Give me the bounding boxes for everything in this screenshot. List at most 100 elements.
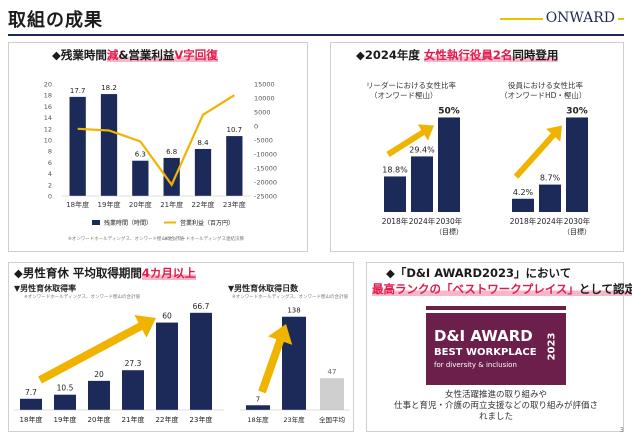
ratio-bar-label: 29.4%: [409, 145, 435, 154]
panel3-title-prefix: ◆男性育休 平均取得期間: [14, 266, 142, 280]
left-axis-tick: 20: [44, 81, 52, 89]
panel1-footnote-left: ※オンワードホールディングス、オンワード樫山の合計値: [68, 237, 184, 242]
panel1-title: ◆残業時間減&営業利益V字回復: [52, 47, 218, 63]
ratio-bar-label: 18.8%: [382, 165, 408, 174]
right-axis-tick: 0: [254, 123, 258, 131]
paternity-days-bar: [246, 405, 270, 410]
award-badge: D&I AWARD BEST WORKPLACE for diversity &…: [426, 313, 566, 385]
paternity-rate-bar: [122, 370, 144, 410]
page-number: 3: [619, 426, 624, 434]
badge-line3: for diversity & inclusion: [434, 361, 517, 369]
left-axis-tick: 14: [44, 114, 52, 122]
x-tick-label: 23年度: [190, 415, 213, 424]
paternity-rate-bar: [20, 398, 42, 410]
chart-officer-ratio: 4.2% 8.7% 30% 2018年 2024年 2030年（目標）: [510, 106, 591, 236]
panel3-left-footnote: ※オンワードホールディングス、オンワード樫山の合計値: [24, 295, 140, 300]
chart-paternity-days: 7 18年度 138 23年度 47 全国平均: [240, 307, 350, 424]
badge-line2: BEST WORKPLACE: [434, 347, 537, 358]
right-axis-tick: -5000: [254, 137, 273, 145]
x-tick-label: 19年度: [54, 415, 77, 424]
ratio-bar-label: 30%: [566, 106, 588, 116]
paternity-days-bar: [320, 378, 344, 410]
ratio-bar-label: 8.7%: [540, 174, 561, 183]
panel4-title-line1: ◆「D&I AWARD2023」において: [386, 266, 572, 280]
ratio-bar: [539, 184, 561, 212]
profit-line: [77, 94, 235, 187]
ratio-bar: [384, 176, 406, 212]
panel2-title-prefix: ◆2024年度: [356, 48, 420, 62]
overtime-bar: [69, 96, 86, 196]
left-axis-tick: 2: [48, 181, 52, 189]
left-axis-tick: 10: [44, 137, 52, 145]
overtime-bar-label: 8.4: [197, 139, 209, 147]
x-tick-label: 2018年: [382, 216, 409, 226]
paternity-rate-bar: [88, 380, 110, 410]
paternity-rate-label: 60: [162, 312, 172, 321]
ratio-bar: [566, 117, 588, 212]
paternity-days-label: 138: [287, 307, 300, 315]
paternity-rate-bar: [190, 312, 212, 410]
paternity-rate-label: 20: [94, 370, 104, 379]
right-axis-tick: -15000: [254, 165, 277, 173]
ratio-bar-label: 50%: [438, 106, 460, 116]
paternity-rate-label: 66.7: [193, 302, 210, 311]
panel1-title-red1: 減: [106, 48, 119, 62]
x-tick-label: 23年度: [223, 200, 246, 209]
panel2-left-caption1: リーダーにおける女性比率: [366, 81, 456, 90]
chart-overtime-profit: 20181614121086420150001000050000-5000-10…: [44, 81, 277, 228]
panel2-right-caption1: 役員における女性比率: [508, 81, 583, 90]
right-axis-tick: 15000: [254, 81, 275, 89]
paternity-rate-bar: [54, 394, 76, 410]
x-tick-label: 2030年: [564, 216, 591, 226]
x-tick-label: 18年度: [66, 200, 89, 209]
left-axis-tick: 8: [48, 148, 52, 156]
overtime-bar: [100, 94, 118, 196]
x-tick-label: 2024年: [409, 216, 436, 226]
x-tick-label: 22年度: [156, 415, 179, 424]
growth-arrow: [258, 324, 293, 394]
legend-line-label: 営業利益（百万円）: [180, 219, 234, 227]
panel3-right-footnote: ※オンワードホールディングス、オンワード樫山の合計値: [232, 295, 348, 300]
ratio-bar-label: 4.2%: [513, 188, 534, 197]
panel-overtime-profit: [8, 42, 308, 252]
award-desc-line1: 女性活躍推進の取り組みや: [444, 390, 547, 400]
x-tick-label: 2018年: [510, 216, 537, 226]
legend-bar-label: 残業時間（時間）: [104, 219, 152, 227]
x-tick-label: 19年度: [98, 200, 121, 209]
panel1-title-prefix: ◆残業時間: [52, 48, 107, 62]
paternity-days-label: 7: [256, 395, 260, 403]
panel2-title-suffix: 同時登用: [512, 48, 559, 62]
panel1-footnote-right: ※オンワードホールディングス連結決算: [164, 237, 244, 242]
right-axis-tick: -20000: [254, 179, 277, 187]
chart-paternity-rate: 7.7 18年度 10.5 19年度 20 20年度 27.3 21年度 60 22年度 66.7 2…: [14, 302, 224, 424]
header-divider: [8, 34, 624, 36]
left-axis-tick: 16: [44, 103, 52, 111]
x-tick-label: 22年度: [192, 200, 215, 209]
left-axis-tick: 6: [48, 159, 52, 167]
left-axis-tick: 18: [44, 92, 52, 100]
left-axis-tick: 4: [48, 170, 52, 178]
overtime-bar: [163, 157, 180, 196]
award-description: 女性活躍推進の取り組みや 仕事と育児・介護の両立支援などの取り組みが評価されまし…: [390, 390, 602, 423]
right-axis-tick: 10000: [254, 95, 275, 103]
ratio-bar: [411, 156, 433, 212]
overtime-bar: [132, 160, 149, 196]
x-tick-label: 18年度: [247, 415, 269, 424]
x-tick-label: 全国平均: [319, 415, 346, 424]
chart-leader-ratio: 18.8% 29.4% 50% 2018年 2024年 2030年（目標）: [382, 106, 463, 236]
overtime-bar-label: 10.7: [227, 126, 243, 134]
brand-logo: ONWARD: [542, 10, 618, 26]
overtime-bar: [226, 136, 243, 196]
panel1-title-mid: &営業利益: [118, 48, 175, 62]
panel3-left-subtitle: ▼男性育休取得率: [14, 284, 77, 293]
x-tick-label: 23年度: [283, 415, 305, 424]
x-tick-label: 21年度: [122, 415, 145, 424]
x-tick-label: 2030年: [436, 216, 463, 226]
panel3-title-red: 4カ月以上: [141, 266, 196, 280]
paternity-rate-bar: [156, 322, 178, 410]
overtime-bar-label: 6.3: [135, 151, 146, 159]
x-tick-label-sub: （目標）: [435, 227, 463, 236]
panel3-title: ◆男性育休 平均取得期間4カ月以上: [14, 265, 196, 281]
overtime-bar-label: 18.2: [101, 84, 117, 92]
